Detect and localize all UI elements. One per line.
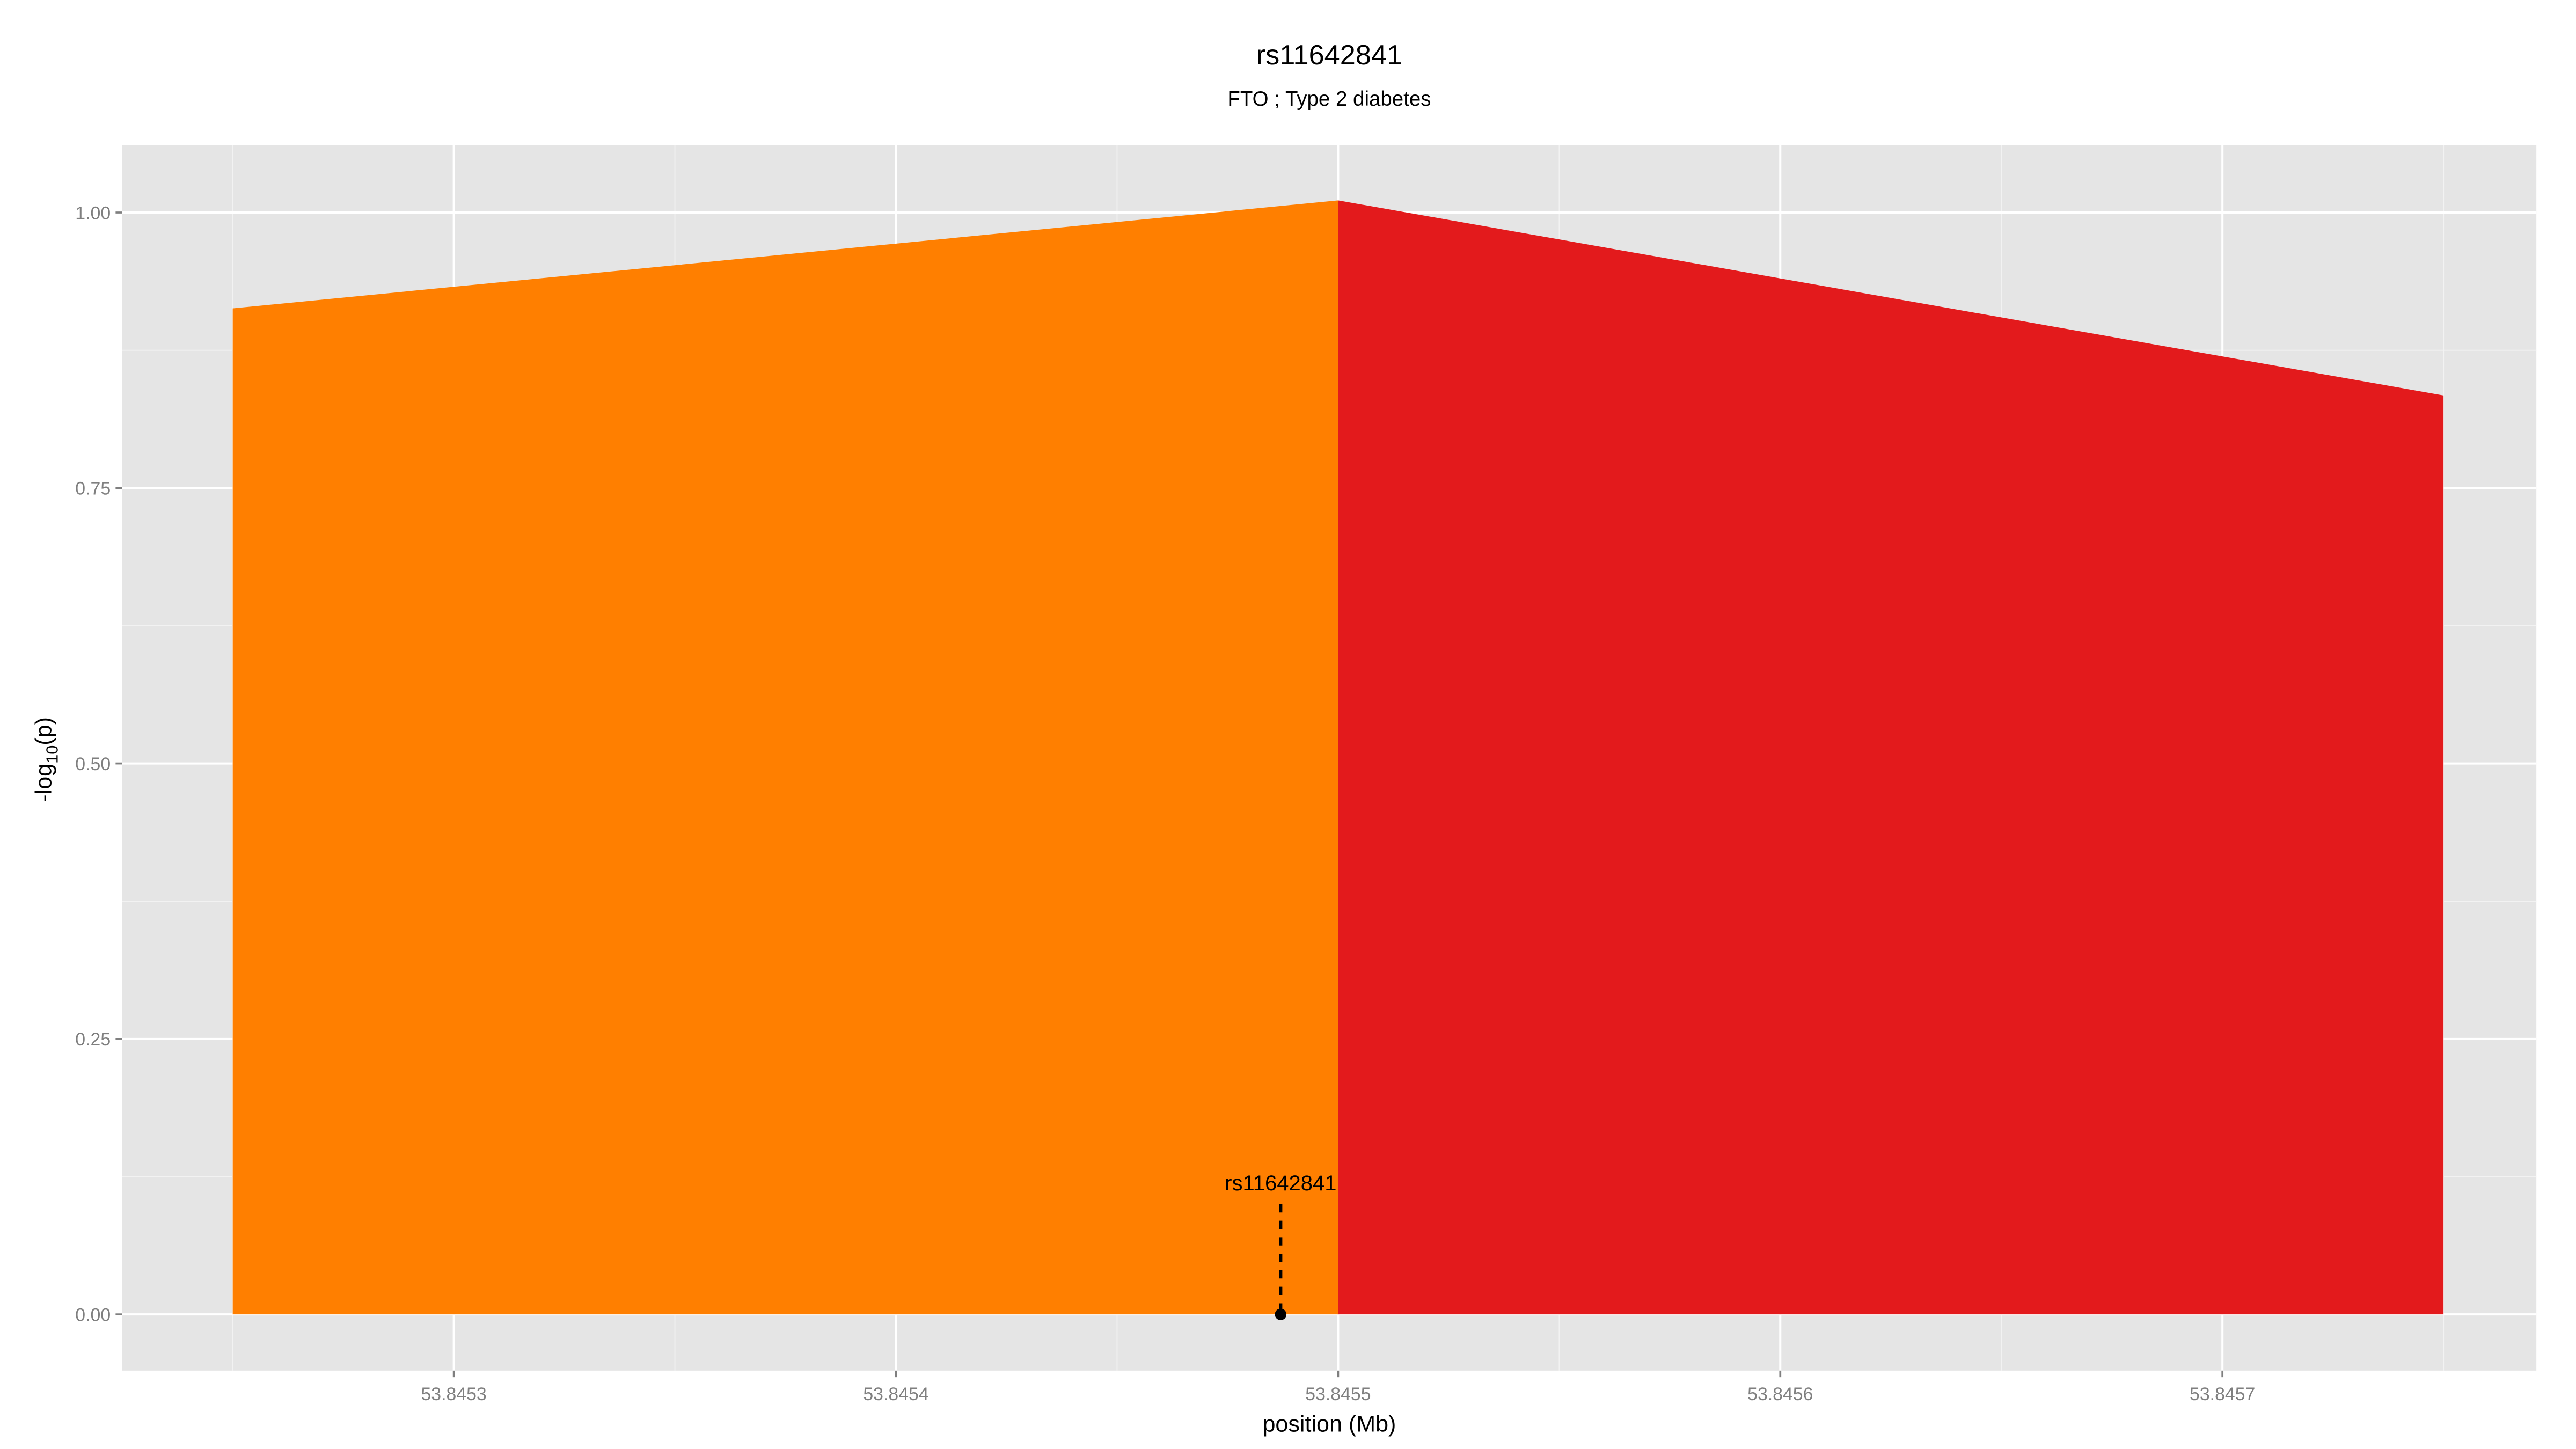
chart-subtitle: FTO ; Type 2 diabetes bbox=[1227, 87, 1431, 111]
areas bbox=[232, 200, 2444, 1315]
x-tick-label: 53.8456 bbox=[1747, 1384, 1813, 1404]
y-axis-label-main: -log bbox=[31, 764, 56, 802]
area-segment bbox=[232, 200, 1338, 1315]
snp-annotation: rs11642841 bbox=[1225, 1172, 1336, 1320]
chart-title: rs11642841 bbox=[1256, 40, 1402, 71]
area-segment bbox=[1338, 200, 2444, 1315]
y-tick-label: 0.75 bbox=[75, 479, 111, 499]
y-tick-label: 0.25 bbox=[75, 1029, 111, 1050]
x-tick-label: 53.8457 bbox=[2190, 1384, 2255, 1404]
snp-label: rs11642841 bbox=[1225, 1172, 1336, 1195]
y-tick-label: 1.00 bbox=[75, 203, 111, 223]
x-tick-label: 53.8453 bbox=[421, 1384, 486, 1404]
y-tick-label: 0.50 bbox=[75, 754, 111, 774]
x-tick-label: 53.8455 bbox=[1305, 1384, 1371, 1404]
y-tick-label: 0.00 bbox=[75, 1305, 111, 1325]
x-tick-label: 53.8454 bbox=[863, 1384, 928, 1404]
snp-point[interactable] bbox=[1275, 1308, 1287, 1320]
x-axis-label: position (Mb) bbox=[1262, 1411, 1396, 1437]
y-axis: 0.00 0.25 0.50 0.75 1.00 bbox=[75, 203, 122, 1325]
y-axis-label: -log10(p) bbox=[31, 717, 61, 802]
y-axis-label-tail: (p) bbox=[31, 717, 56, 745]
y-axis-label-sub: 10 bbox=[43, 745, 62, 764]
x-axis: 53.8453 53.8454 53.8455 53.8456 53.8457 bbox=[421, 1370, 2255, 1404]
